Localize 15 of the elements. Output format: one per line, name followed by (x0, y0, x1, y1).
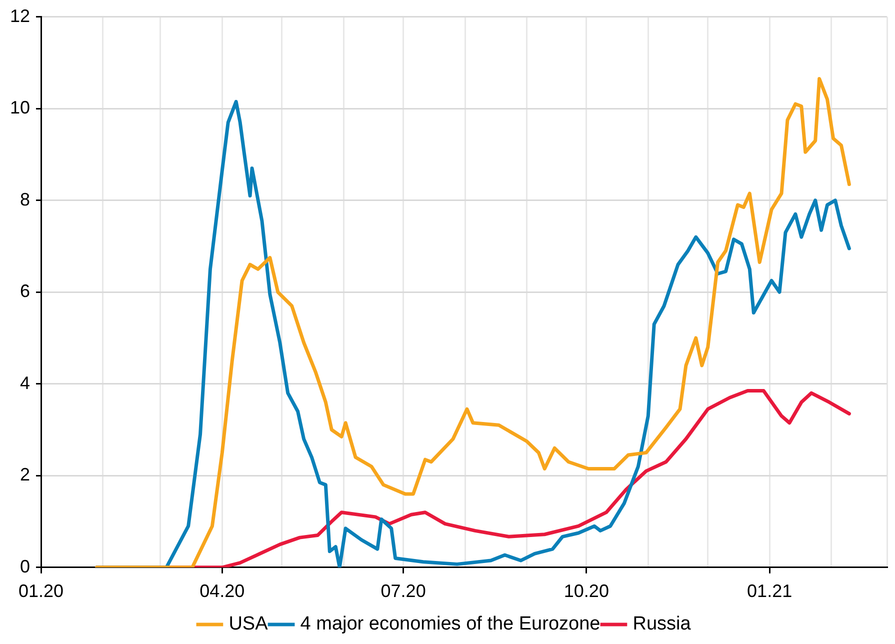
y-tick-label: 6 (20, 281, 30, 302)
x-tick-label: 01.20 (18, 581, 64, 602)
x-tick-label: 07.20 (380, 581, 426, 602)
legend-label: Russia (632, 614, 692, 635)
y-tick-label: 8 (20, 189, 30, 210)
x-tick-label: 04.20 (200, 581, 245, 602)
y-tick-label: 12 (10, 6, 30, 26)
legend-label: 4 major economies of the Eurozone (300, 614, 600, 635)
x-tick-label: 01.21 (747, 581, 792, 602)
x-tick-label: 10.20 (564, 581, 609, 602)
y-tick-label: 0 (20, 556, 30, 576)
y-tick-label: 4 (20, 372, 30, 393)
y-tick-label: 10 (10, 98, 30, 118)
y-tick-label: 2 (20, 464, 30, 485)
legend-label: USA (228, 614, 268, 635)
